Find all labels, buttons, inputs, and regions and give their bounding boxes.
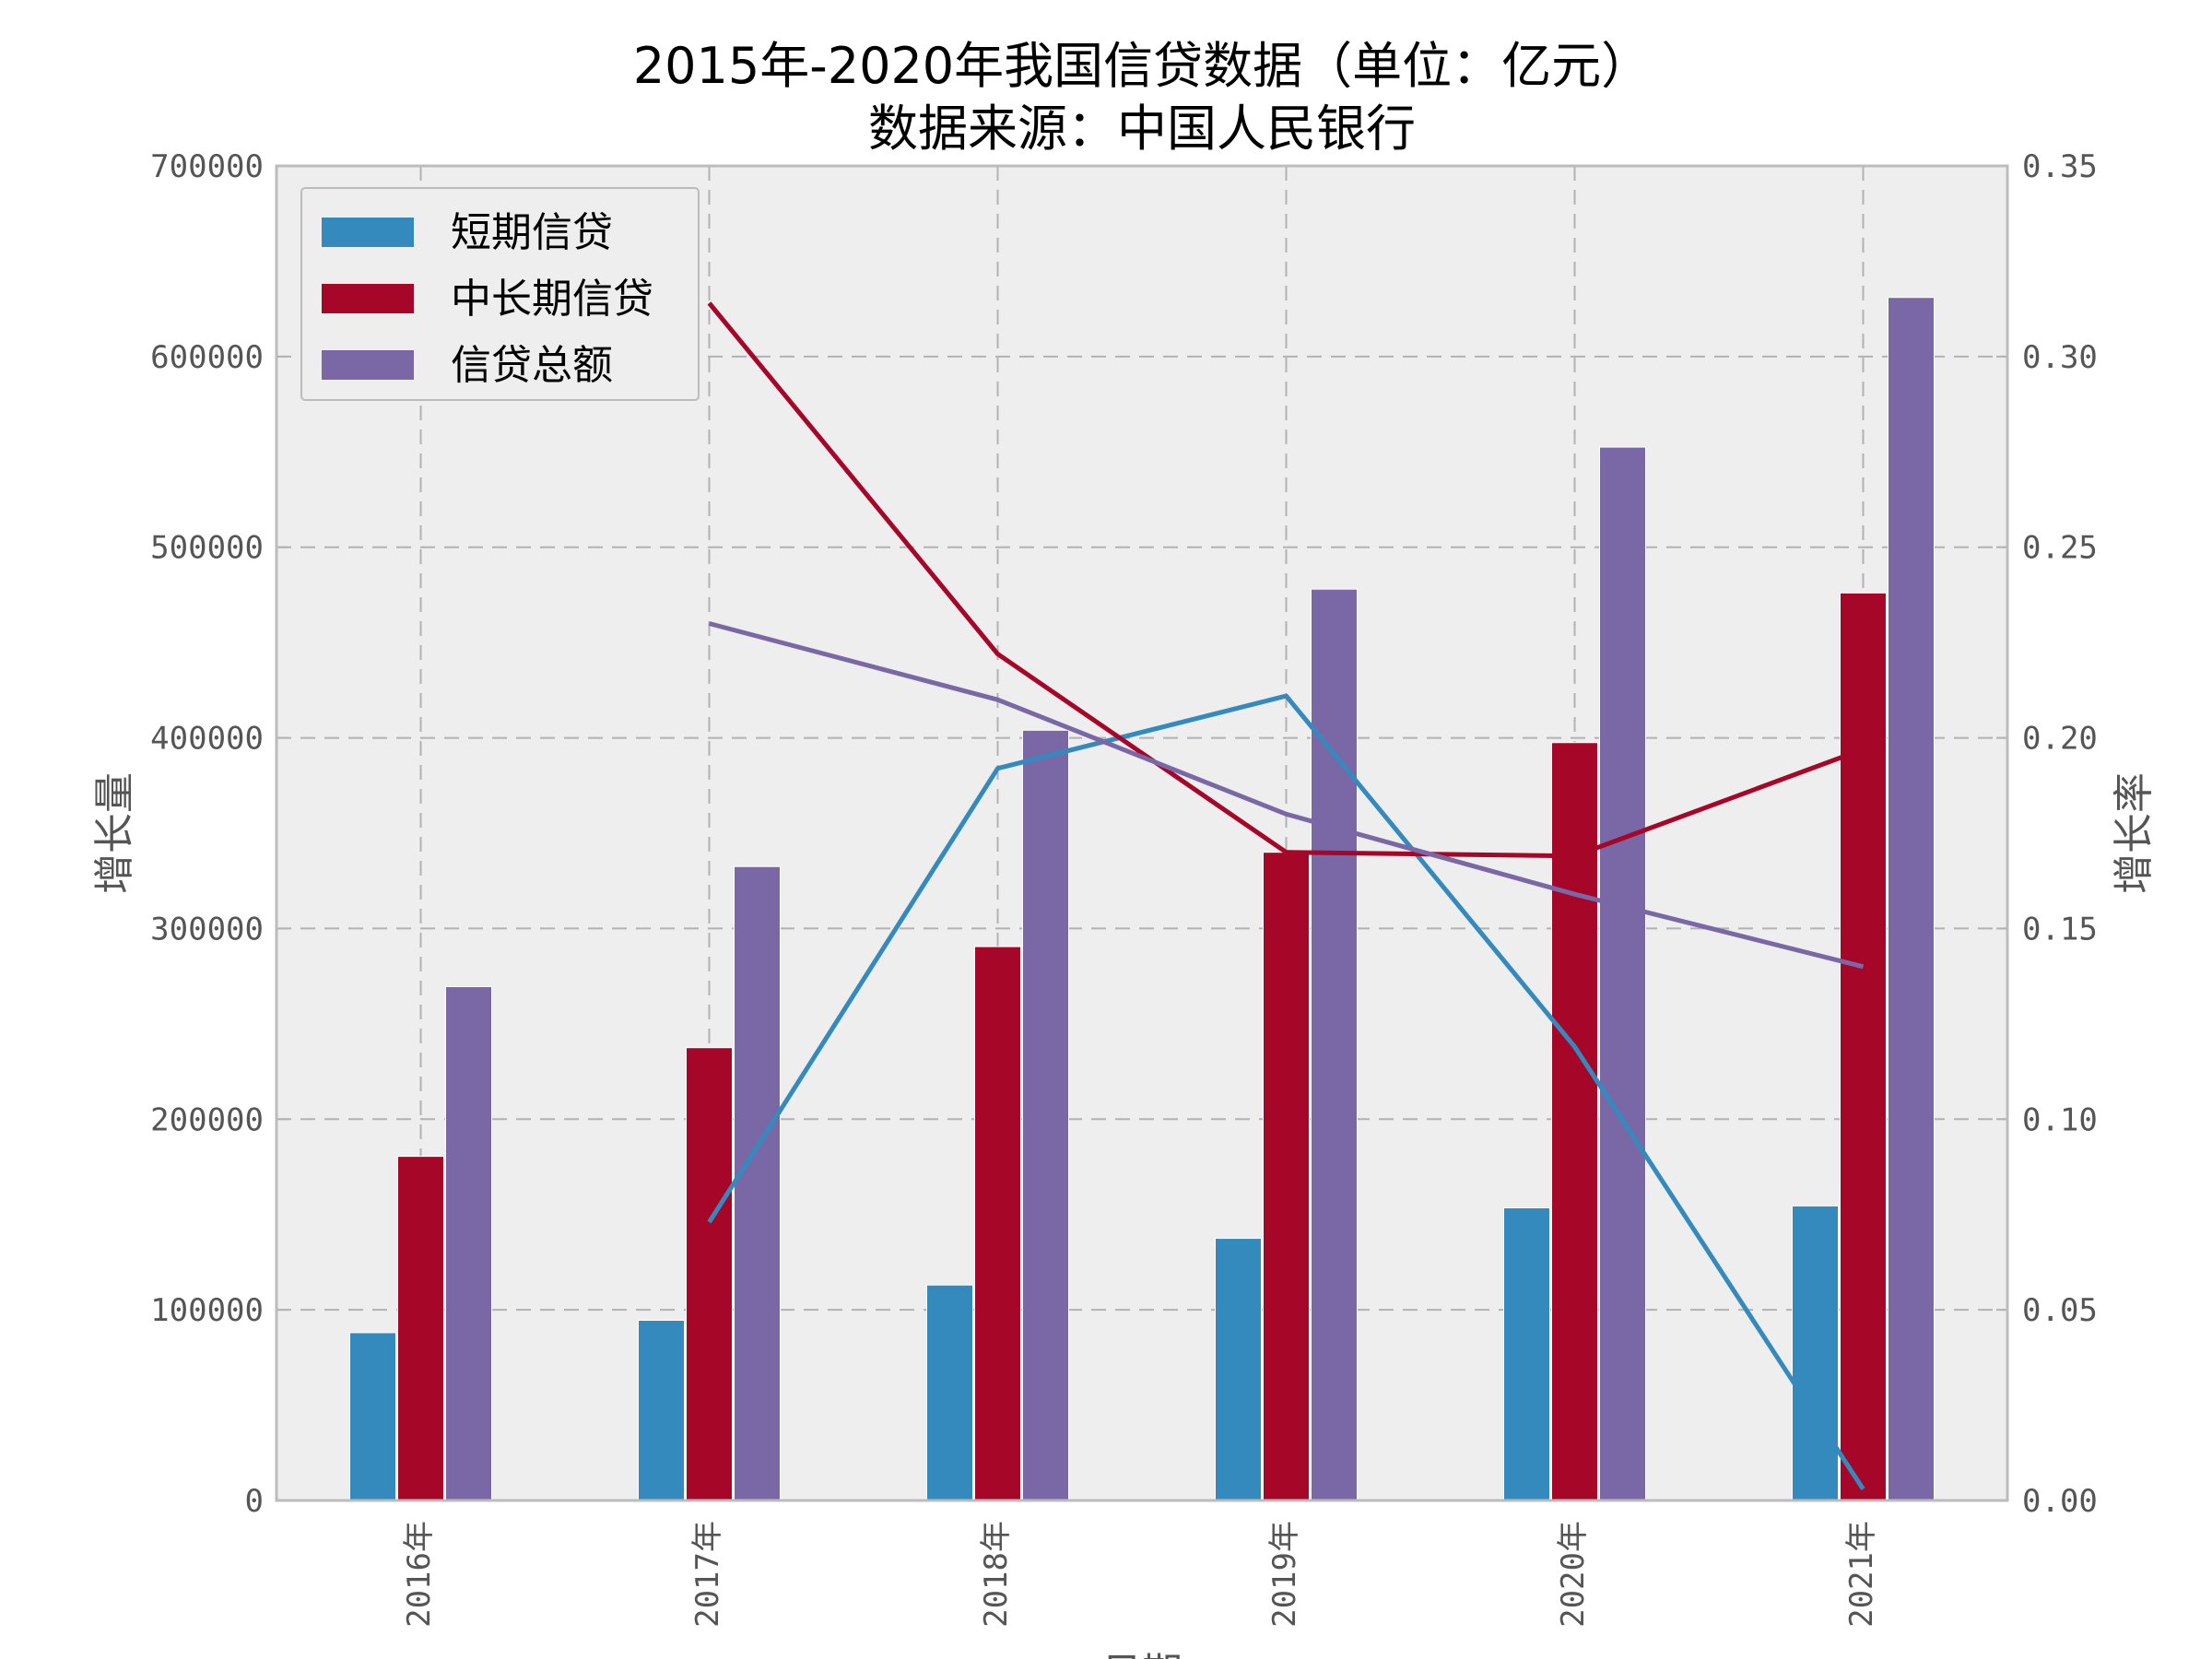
- y-tick-label-left: 600000: [150, 339, 264, 376]
- bar-1: [638, 1320, 685, 1501]
- y-tick-label-left: 200000: [150, 1101, 264, 1138]
- x-tick-label: 2018年: [978, 1521, 1015, 1628]
- bar-3: [1599, 446, 1646, 1501]
- y-tick-label-right: 0.05: [2022, 1292, 2098, 1329]
- legend-swatch: [322, 350, 414, 380]
- rate-line-1: [707, 693, 1865, 1490]
- legend-swatch: [322, 284, 414, 313]
- x-tick-label: 2020年: [1555, 1521, 1592, 1628]
- x-axis-label: 日期: [1101, 1650, 1182, 1659]
- y-tick-label-left: 500000: [150, 530, 264, 567]
- bar-3: [734, 865, 781, 1501]
- bar-3: [1311, 588, 1358, 1501]
- y-tick-label-right: 0.20: [2022, 721, 2098, 758]
- bar-3: [1022, 729, 1069, 1501]
- bar-1: [349, 1332, 396, 1501]
- y-tick-label-left: 400000: [150, 721, 264, 758]
- bar-1: [926, 1284, 973, 1501]
- chart-title: 2015年-2020年我国信贷数据（单位：亿元）: [633, 37, 1651, 95]
- legend-label: 短期信贷: [451, 209, 613, 256]
- y-tick-label-left: 0: [245, 1483, 264, 1520]
- y-tick-label-left: 300000: [150, 911, 264, 947]
- bar-1: [1792, 1205, 1839, 1501]
- bar-1: [1215, 1238, 1262, 1501]
- plot-frame: [275, 164, 2009, 1502]
- x-tick-label: 2019年: [1266, 1521, 1303, 1628]
- y-tick-label-right: 0.35: [2022, 148, 2098, 185]
- chart-subtitle: 数据来源：中国人民银行: [868, 100, 1416, 158]
- bar-2: [1551, 742, 1598, 1501]
- bar-2: [686, 1047, 733, 1501]
- y-tick-label-right: 0.10: [2022, 1101, 2098, 1138]
- legend-label: 信贷总额: [451, 342, 613, 389]
- x-tick-label: 2016年: [401, 1521, 438, 1628]
- y-axis-label-left: 增长量: [91, 772, 138, 894]
- bar-3: [445, 986, 492, 1501]
- rate-line-3: [708, 621, 1865, 970]
- y-tick-label-left: 700000: [150, 148, 264, 185]
- bar-2: [1263, 852, 1310, 1501]
- x-tick-label: 2021年: [1843, 1521, 1880, 1628]
- bar-1: [1503, 1206, 1550, 1501]
- y-tick-label-left: 100000: [150, 1292, 264, 1329]
- y-tick-label-right: 0.25: [2022, 530, 2098, 567]
- bar-2: [397, 1156, 444, 1501]
- bar-3: [1888, 297, 1935, 1501]
- bar-2: [1840, 592, 1887, 1501]
- legend-label: 中长期信贷: [451, 276, 653, 323]
- y-tick-label-right: 0.30: [2022, 339, 2098, 376]
- y-axis-label-right: 增长率: [2111, 772, 2158, 894]
- legend-swatch: [322, 218, 414, 247]
- y-tick-label-right: 0.00: [2022, 1483, 2098, 1520]
- rate-line-2: [707, 301, 1865, 859]
- x-tick-label: 2017年: [689, 1521, 726, 1628]
- bar-2: [974, 946, 1021, 1501]
- y-tick-label-right: 0.15: [2022, 911, 2098, 947]
